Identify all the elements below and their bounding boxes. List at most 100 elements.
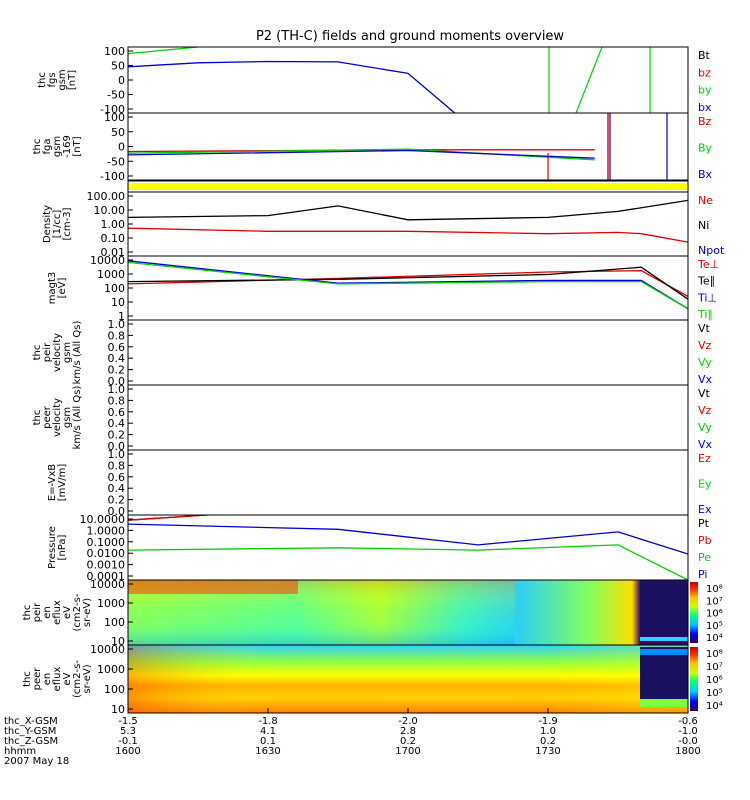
panel-peer_en: 10000 1000 100 10 thc peer en eflux eV (cm2-s-sr-…	[22, 643, 723, 716]
colorbar-tick-label: 10⁸	[706, 649, 723, 660]
y-tick-label: 0.6	[108, 471, 126, 484]
spectrogram-low-band	[640, 699, 688, 707]
y-axis-label: [mV/m]	[57, 464, 68, 502]
y-tick-label: 100	[104, 683, 125, 696]
y-axis-label: gsm	[52, 136, 63, 157]
legend-entry-Vy: Vy	[698, 421, 712, 434]
panel-fgs: 100 500 -50-100 thc fgs gsm [nT] Bt bz by bx	[37, 45, 712, 116]
legend-entry-Ne: Ne	[698, 194, 713, 207]
x-tick-label: -0.0	[678, 736, 698, 747]
y-tick-label: 0.4	[108, 352, 126, 365]
y-axis-label: Pressure	[47, 526, 58, 569]
legend-entry-Vt: Vt	[698, 387, 711, 400]
y-axis-label: peir	[32, 602, 43, 622]
panel-frame	[127, 191, 689, 257]
series-group	[128, 199, 688, 243]
y-tick-label: 1000	[97, 268, 125, 281]
y-axis-label: [nT]	[72, 136, 83, 156]
legend-entry-Bt: Bt	[698, 49, 711, 62]
spectrogram-shading	[128, 645, 688, 713]
y-axis-label: km/s (All Qs)	[72, 386, 83, 450]
colorbar-tick-label: 10⁴	[706, 701, 723, 712]
x-tick-label: -1.0	[678, 726, 698, 737]
y-axis-label: sr-eV)	[82, 664, 93, 693]
series-group	[128, 260, 688, 310]
panel-efield: 1.00.80.60.40.20.0 E=-VxB [mV/m] Ez Ey Ex	[47, 448, 712, 518]
legend-entry-Te⊥: Te⊥	[697, 258, 719, 271]
legend-entry-Bx: Bx	[698, 168, 713, 181]
y-tick-label: 10	[111, 635, 125, 648]
y-axis-label: peer	[32, 667, 43, 691]
y-tick-label: 1	[118, 310, 125, 323]
series-line-Ti⊥	[128, 260, 688, 310]
y-axis-label: thc	[32, 410, 43, 426]
x-tick-label: 1730	[535, 746, 560, 757]
x-tick-label: 1630	[255, 746, 280, 757]
x-tick-label: 0.2	[400, 736, 416, 747]
y-axis-label: km/s (All Qs)	[72, 321, 83, 385]
panel-frame	[127, 514, 689, 581]
y-axis-label: thc	[32, 345, 43, 361]
panel-bar	[127, 180, 689, 193]
legend-entry-Pt: Pt	[698, 517, 710, 530]
y-axis-label: thc	[32, 139, 43, 155]
y-tick-label: 10	[111, 703, 125, 716]
y-axis-label: Density	[42, 205, 53, 243]
y-axis-label: [1/cc]	[52, 210, 63, 239]
y-tick-label: 0.0010	[87, 559, 126, 572]
y-axis-label: (cm2-s-	[72, 660, 83, 698]
y-tick-label: 0.8	[108, 329, 126, 342]
y-axis-label: eflux	[52, 600, 63, 625]
legend-entry-Vy: Vy	[698, 356, 712, 369]
y-tick-label: -100	[100, 170, 125, 183]
colorbar	[690, 647, 698, 711]
y-tick-label: 0.01	[101, 246, 126, 259]
series-line-Te∥	[128, 266, 688, 300]
legend-entry-by: by	[698, 84, 712, 97]
y-tick-label: 10000	[90, 254, 125, 267]
y-axis-label: en	[42, 606, 53, 619]
y-tick-label: -100	[100, 103, 125, 116]
panel-peir: 1.00.80.60.40.20.0 thc peir velocity gsm km/s…	[32, 318, 713, 388]
legend-entry-Npot: Npot	[698, 244, 725, 257]
colorbar	[690, 582, 698, 643]
y-axis-label: E=-VxB	[47, 464, 58, 501]
x-row-label: thc_Y-GSM	[4, 726, 56, 737]
y-axis-label: thc	[22, 671, 33, 687]
y-axis-label: fgs	[47, 72, 58, 87]
series-line-Ne	[128, 227, 688, 243]
y-axis-label: -169	[62, 135, 73, 158]
legend-entry-Bz: Bz	[698, 115, 712, 128]
y-tick-label: 1000	[97, 663, 125, 676]
y-tick-label: 10000	[90, 643, 125, 656]
y-tick-label: -50	[107, 89, 125, 102]
x-tick-label: -0.1	[118, 736, 138, 747]
legend-entry-Vt: Vt	[698, 322, 711, 335]
y-tick-label: 0.2	[108, 494, 126, 507]
series-line-by-jump	[575, 47, 603, 113]
legend-entry-Vz: Vz	[698, 339, 712, 352]
y-tick-label: 100	[104, 282, 125, 295]
y-axis-label: gsm	[62, 407, 73, 428]
legend-entry-Ni: Ni	[698, 219, 709, 232]
legend-entry-Pe: Pe	[698, 551, 711, 564]
y-axis-label: magt3	[47, 272, 58, 305]
y-axis-label: peer	[42, 405, 53, 429]
y-tick-label: 100	[104, 45, 125, 58]
spectrogram-hot-band	[128, 580, 298, 594]
legend-entry-Pi: Pi	[698, 568, 707, 581]
panel-frame	[127, 255, 689, 321]
y-tick-label: 0.2	[108, 429, 126, 442]
legend-entry-Vx: Vx	[698, 438, 713, 451]
colorbar-tick-label: 10⁵	[706, 621, 723, 632]
x-tick-label: 4.1	[260, 726, 276, 737]
figure-title: P2 (TH-C) fields and ground moments over…	[255, 29, 565, 44]
y-axis-label: thc	[37, 72, 48, 88]
y-tick-label: 0.4	[108, 482, 126, 495]
y-tick-label: 0	[118, 74, 125, 87]
x-tick-label: 5.3	[120, 726, 136, 737]
spectrogram-void	[640, 647, 688, 701]
y-tick-label: 1.0	[108, 448, 126, 461]
